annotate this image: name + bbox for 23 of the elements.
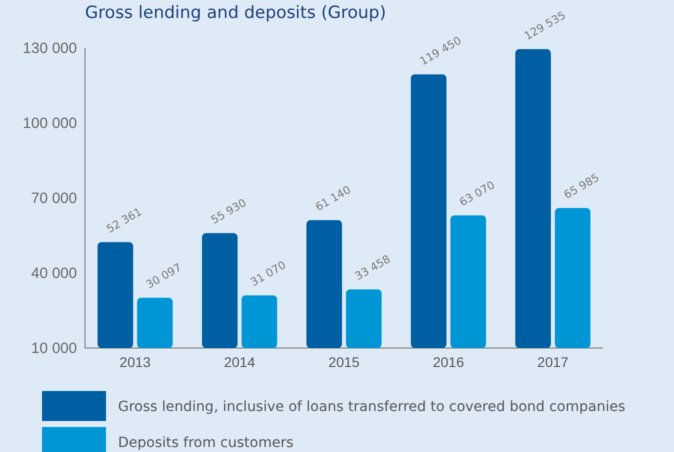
legend-label: Deposits from customers (118, 435, 294, 451)
y-tick-label: 70 000 (31, 190, 77, 207)
data-label: 119 450 (418, 34, 464, 68)
y-tick-label: 10 000 (31, 340, 77, 357)
legend-label: Gross lending, inclusive of loans transferred to covered bond companies (118, 399, 626, 415)
y-tick-label: 40 000 (31, 264, 77, 282)
data-label: 55 930 (208, 196, 249, 227)
data-label: 31 070 (248, 258, 288, 289)
data-label: 52 361 (104, 205, 144, 236)
chart-title: Gross lending and deposits (Group) (85, 3, 386, 23)
data-label: 33 458 (352, 252, 393, 283)
data-label: 30 097 (144, 260, 184, 292)
x-tick-label: 2015 (328, 354, 360, 370)
x-tick-label: 2016 (432, 354, 464, 370)
data-label: 65 985 (562, 171, 602, 202)
y-tick-label: 130 000 (22, 40, 77, 57)
data-label: 61 140 (313, 183, 354, 214)
data-label: 129 535 (522, 8, 568, 43)
x-tick-label: 2013 (120, 354, 151, 370)
x-tick-label: 2014 (224, 354, 256, 370)
data-label: 63 070 (457, 178, 498, 209)
x-tick-label: 2017 (537, 354, 569, 370)
y-tick-label: 100 000 (22, 114, 77, 132)
